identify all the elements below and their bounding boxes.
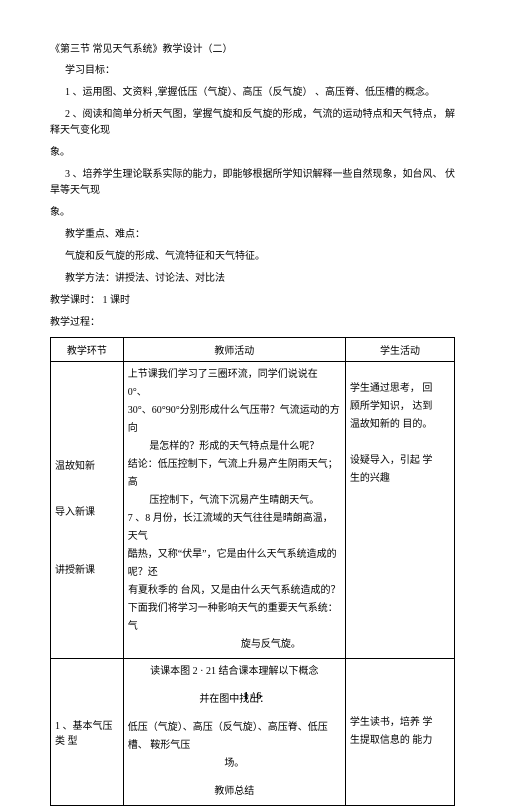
lesson-table: 教学环节 教师活动 学生活动 温故知新 导入新课 讲授新课 上节课我们学习了三圈… <box>50 337 455 806</box>
t1-l1: 上节课我们学习了三圈环流，同学们说说在 0°、 <box>128 366 341 402</box>
s1-l3: 温故知新的 目的。 <box>350 416 450 434</box>
s1-l1: 学生通过思考， 回 <box>350 380 450 398</box>
s2-l1: 学生读书，培养 学 <box>350 714 450 732</box>
objective-3: 3 、培养学生理论联系实际的能力，即能够根据所学知识解释一些自然现象，如台风、 … <box>50 167 455 199</box>
phase-review: 温故知新 <box>55 458 119 476</box>
objective-2b: 象。 <box>50 145 455 161</box>
phase-teach: 讲授新课 <box>55 562 119 580</box>
t1-l6: 7 、8 月份，长江流域的天气往往是晴朗高温，天气 <box>128 510 341 546</box>
focus-label: 教学重点、难点： <box>50 227 455 243</box>
doc-title: 《第三节 常见天气系统》教学设计（二） <box>50 40 455 55</box>
cell-phase-1: 温故知新 导入新课 讲授新课 <box>51 362 124 659</box>
t2-l5: 教师总结 <box>128 783 341 801</box>
t2-l4: 场。 <box>128 755 341 773</box>
t1-l8: 有夏秋季的 台风，又是由什么天气系统造成的？ <box>128 582 341 600</box>
table-row: 温故知新 导入新课 讲授新课 上节课我们学习了三圈环流，同学们说说在 0°、 3… <box>51 362 455 659</box>
objective-2: 2 、阅读和简单分析天气图，掌握气旋和反气旋的形成，气流的运动特点和天气特点， … <box>50 107 455 139</box>
table-row: 1 、基本气压类 型 读课本图 2 · 21 结合课本理解以下概念 并在图中找出… <box>51 659 455 806</box>
phase-intro: 导入新课 <box>55 504 119 522</box>
cell-phase-2: 1 、基本气压类 型 <box>51 659 124 806</box>
cell-student-2: 学生读书，培养 学 生提取信息的 能力 <box>345 659 454 806</box>
t1-l4: 结论：低压控制下，气流上升易产生阴雨天气；高 <box>128 456 341 492</box>
objectives-label: 学习目标： <box>50 63 455 79</box>
t1-l10: 旋与反气旋。 <box>128 636 341 654</box>
th-phase: 教学环节 <box>51 338 124 362</box>
t2-l3: 低压（气旋）、高压（反气旋）、高压脊、低压槽、 鞍形气压 <box>128 719 341 755</box>
t2-l1: 读课本图 2 · 21 结合课本理解以下概念 <box>128 663 341 681</box>
period-label: 教学课时： 1 课时 <box>50 293 455 309</box>
cell-teacher-2: 读课本图 2 · 21 结合课本理解以下概念 并在图中找出： 低压（气旋）、高压… <box>123 659 345 806</box>
t1-l5: 压控制下，气流下沉易产生晴朗天气。 <box>128 492 341 510</box>
page-number: 1 / 6 <box>0 691 505 702</box>
t1-l3: 是怎样的？形成的天气特点是什么呢？ <box>128 438 341 456</box>
method-label: 教学方法：讲授法、讨论法、对比法 <box>50 271 455 287</box>
s1-l5: 生的兴趣 <box>350 470 450 488</box>
t1-l2: 30°、60°90°分别形成什么气压带？气流运动的方向 <box>128 402 341 438</box>
s2-l2: 生提取信息的 能力 <box>350 732 450 750</box>
process-label: 教学过程： <box>50 315 455 331</box>
cell-student-1: 学生通过思考， 回 顾所学知识， 达到 温故知新的 目的。 设疑导入，引起 学 … <box>345 362 454 659</box>
s1-l2: 顾所学知识， 达到 <box>350 398 450 416</box>
table-header-row: 教学环节 教师活动 学生活动 <box>51 338 455 362</box>
t1-l7: 酷热，又称“伏旱”，它是由什么天气系统造成的呢？还 <box>128 546 341 582</box>
th-teacher: 教师活动 <box>123 338 345 362</box>
t1-l9: 下面我们将学习一种影响天气的重要天气系统：气 <box>128 600 341 636</box>
s1-l4: 设疑导入，引起 学 <box>350 452 450 470</box>
objective-3b: 象。 <box>50 205 455 221</box>
th-student: 学生活动 <box>345 338 454 362</box>
focus-text: 气旋和反气旋的形成、气流特征和天气特征。 <box>50 249 455 265</box>
cell-teacher-1: 上节课我们学习了三圈环流，同学们说说在 0°、 30°、60°90°分别形成什么… <box>123 362 345 659</box>
objective-1: 1 、运用图、文资料 ,掌握低压（气旋）、高压（反气旋） 、高压脊、低压槽的概念… <box>50 85 455 101</box>
